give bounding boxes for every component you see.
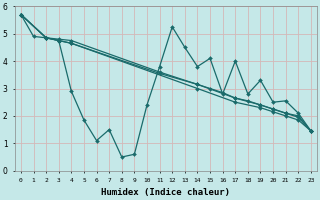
X-axis label: Humidex (Indice chaleur): Humidex (Indice chaleur) [101, 188, 230, 197]
